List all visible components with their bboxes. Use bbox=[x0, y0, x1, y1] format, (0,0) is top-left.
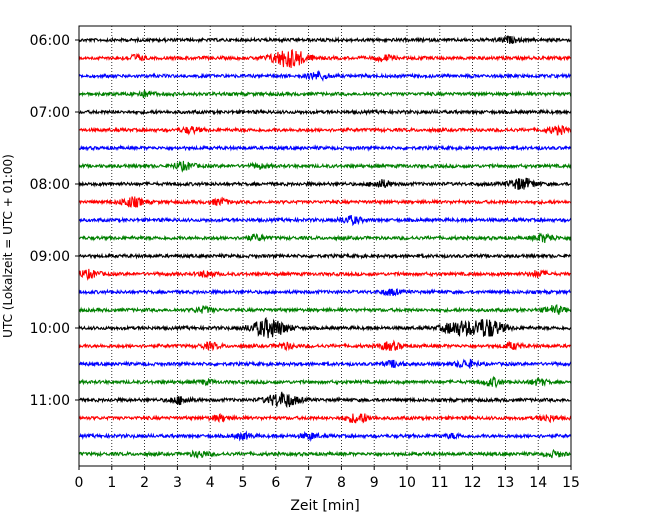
x-tick-label: 0 bbox=[75, 475, 84, 491]
x-tick-label: 13 bbox=[496, 475, 514, 491]
y-tick-label: 10:00 bbox=[30, 321, 70, 337]
y-tick-label: 06:00 bbox=[30, 33, 70, 49]
plot-frame bbox=[78, 25, 572, 467]
x-tick-label: 9 bbox=[370, 475, 379, 491]
seismogram-trace bbox=[78, 232, 572, 243]
seismogram-trace bbox=[78, 252, 572, 260]
x-tick-label: 7 bbox=[304, 475, 313, 491]
x-tick-label: 3 bbox=[173, 475, 182, 491]
x-tick-label: 10 bbox=[398, 475, 416, 491]
trace-group bbox=[78, 34, 572, 460]
seismogram-trace bbox=[78, 448, 572, 460]
grid-lines bbox=[111, 26, 539, 466]
seismogram-trace bbox=[78, 375, 572, 389]
x-tick-label: 5 bbox=[239, 475, 248, 491]
x-tick-label: 11 bbox=[431, 475, 449, 491]
x-tick-label: 12 bbox=[464, 475, 482, 491]
seismogram-trace bbox=[78, 412, 572, 424]
y-tick-label: 09:00 bbox=[30, 249, 70, 265]
y-tick-label: 11:00 bbox=[30, 393, 70, 409]
seismogram-trace bbox=[78, 288, 572, 297]
x-tick-label: 14 bbox=[529, 475, 547, 491]
y-tick-label: 07:00 bbox=[30, 105, 70, 121]
y-tick-label: 08:00 bbox=[30, 177, 70, 193]
seismogram-trace bbox=[78, 268, 572, 281]
seismogram-trace bbox=[78, 358, 572, 369]
seismogram-trace bbox=[78, 48, 572, 69]
seismogram-trace bbox=[78, 34, 572, 44]
x-tick-label: 2 bbox=[140, 475, 149, 491]
x-tick-label: 1 bbox=[107, 475, 116, 491]
seismogram-trace bbox=[78, 89, 572, 99]
seismogram-trace bbox=[78, 69, 572, 82]
seismogram-trace bbox=[78, 430, 572, 443]
y-axis: 06:00 07:00 08:00 09:00 10:00 11:00 bbox=[30, 33, 79, 409]
x-tick-label: 15 bbox=[562, 475, 580, 491]
seismogram-trace bbox=[78, 160, 572, 173]
x-tick-label: 6 bbox=[271, 475, 280, 491]
seismogram-trace bbox=[78, 108, 572, 116]
seismogram-trace bbox=[78, 214, 572, 227]
x-tick-label: 8 bbox=[337, 475, 346, 491]
seismogram-trace bbox=[78, 304, 572, 315]
seismogram-trace bbox=[78, 124, 572, 136]
seismogram-trace bbox=[78, 177, 572, 190]
seismogram-trace bbox=[78, 196, 572, 208]
y-axis-label: UTC (Lokalzeit = UTC + 01:00) bbox=[1, 154, 15, 338]
x-axis: 0 1 2 3 4 5 6 7 8 9 10 11 12 13 14 15 bbox=[75, 466, 580, 491]
x-tick-label: 4 bbox=[206, 475, 215, 491]
seismogram-trace bbox=[78, 316, 572, 339]
seismogram-trace bbox=[78, 391, 572, 409]
seismogram-trace bbox=[78, 339, 572, 352]
seismogram-trace bbox=[78, 144, 572, 152]
x-axis-label: Zeit [min] bbox=[290, 498, 359, 514]
